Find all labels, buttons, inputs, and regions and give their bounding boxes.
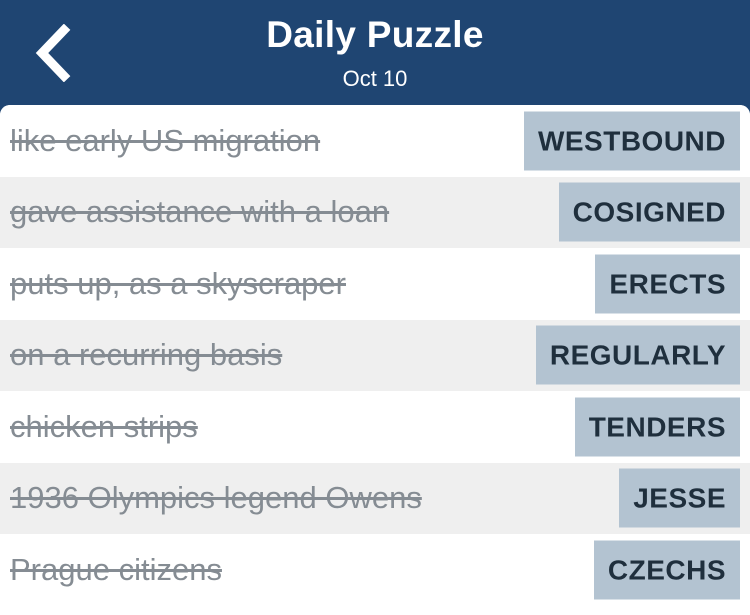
answer-badge: COSIGNED <box>558 182 740 242</box>
puzzle-date: Oct 10 <box>342 66 408 91</box>
chevron-left-icon <box>35 24 71 82</box>
answer-badge: WESTBOUND <box>523 111 740 171</box>
page-title: Daily Puzzle <box>266 14 484 55</box>
clue-row[interactable]: chicken strips TENDERS <box>0 391 750 463</box>
clue-text: on a recurring basis <box>10 337 283 373</box>
clue-text: Prague citizens <box>10 551 222 587</box>
back-button[interactable] <box>30 24 78 82</box>
answer-badge: TENDERS <box>574 397 740 457</box>
answer-badge: JESSE <box>619 468 740 528</box>
clue-list: like early US migration WESTBOUND gave a… <box>0 105 750 615</box>
clue-text: 1936 Olympics legend Owens <box>10 480 422 516</box>
header-bar: Daily Puzzle Oct 10 <box>0 0 750 108</box>
clue-row[interactable]: like early US migration WESTBOUND <box>0 105 750 177</box>
clue-row[interactable]: 1936 Olympics legend Owens JESSE <box>0 462 750 534</box>
clue-text: like early US migration <box>10 122 321 158</box>
answer-badge: REGULARLY <box>535 325 740 385</box>
answer-badge: ERECTS <box>595 254 740 314</box>
clue-text: chicken strips <box>10 408 198 444</box>
clue-row[interactable]: Prague citizens CZECHS <box>0 534 750 606</box>
clue-row[interactable]: on a recurring basis REGULARLY <box>0 319 750 391</box>
answer-badge: CZECHS <box>593 540 740 600</box>
clue-text: puts up, as a skyscraper <box>10 265 346 301</box>
clue-text: gave assistance with a loan <box>10 194 390 230</box>
clue-row[interactable]: gave assistance with a loan COSIGNED <box>0 176 750 248</box>
clue-row[interactable]: puts up, as a skyscraper ERECTS <box>0 248 750 320</box>
